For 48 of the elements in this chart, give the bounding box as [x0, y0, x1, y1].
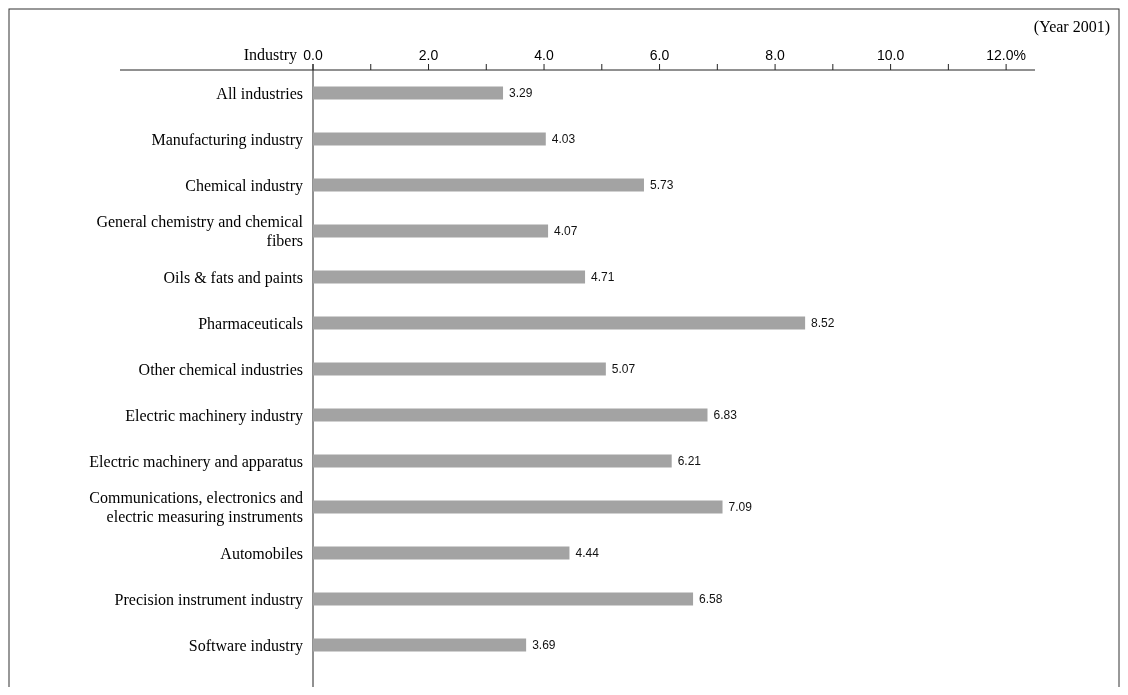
- bar: [313, 638, 527, 652]
- y-tick-label: Oils & fats and paints: [163, 268, 303, 287]
- y-tick-label: Other chemical industries: [138, 360, 303, 378]
- x-tick-label: 6.0: [649, 47, 670, 63]
- bar: [313, 86, 504, 100]
- y-tick-label: Software industry: [188, 636, 303, 655]
- data-label: 3.29: [509, 86, 533, 101]
- bar: [313, 132, 546, 146]
- y-tick-label: Manufacturing industry: [151, 130, 303, 149]
- text: (Year 2001): [1033, 18, 1110, 36]
- y-tick-label: Automobiles: [220, 544, 303, 562]
- data-label: 6.21: [677, 454, 702, 469]
- y-tick-label: Pharmaceuticals: [198, 314, 303, 332]
- bar: [313, 362, 606, 376]
- bar: [313, 408, 708, 422]
- data-label: 4.03: [551, 132, 576, 147]
- data-label: 4.71: [591, 270, 615, 285]
- data-label: 7.09: [728, 500, 753, 515]
- data-label: 4.44: [575, 546, 600, 561]
- x-tick-label: 2.0: [418, 47, 439, 63]
- data-label: 5.07: [611, 362, 636, 377]
- data-label: 6.58: [699, 592, 723, 607]
- bar: [313, 500, 723, 514]
- bar: [313, 316, 806, 330]
- x-tick-label: 12.0%: [986, 47, 1026, 63]
- y-tick-label: General chemistry and chemical fibers: [96, 213, 304, 250]
- data-label: 4.07: [554, 224, 578, 239]
- y-tick-label: All industries: [216, 84, 303, 102]
- bar: [313, 178, 644, 192]
- data-label: 3.69: [532, 638, 556, 653]
- bar: [313, 546, 570, 560]
- bar: [313, 592, 694, 606]
- y-tick-label: Chemical industry: [185, 176, 303, 195]
- bar: [313, 224, 549, 238]
- data-label: 5.73: [649, 178, 674, 193]
- x-tick-label: 0.0: [303, 47, 323, 63]
- y-tick-label: Precision instrument industry: [114, 590, 303, 609]
- data-label: 8.52: [811, 316, 835, 331]
- y-tick-label: Communications, electronics and electric measuring instruments: [89, 489, 303, 527]
- bar: [313, 454, 672, 468]
- x-tick-label: 4.0: [534, 47, 554, 63]
- x-tick-label: 8.0: [765, 47, 786, 63]
- data-label: 6.83: [713, 408, 738, 423]
- y-tick-label: Electric machinery industry: [125, 406, 303, 425]
- x-tick-label: 10.0: [876, 47, 905, 63]
- y-axis-title: Industry: [243, 46, 297, 64]
- bar: [313, 270, 586, 284]
- y-tick-label: Electric machinery and apparatus: [89, 452, 303, 471]
